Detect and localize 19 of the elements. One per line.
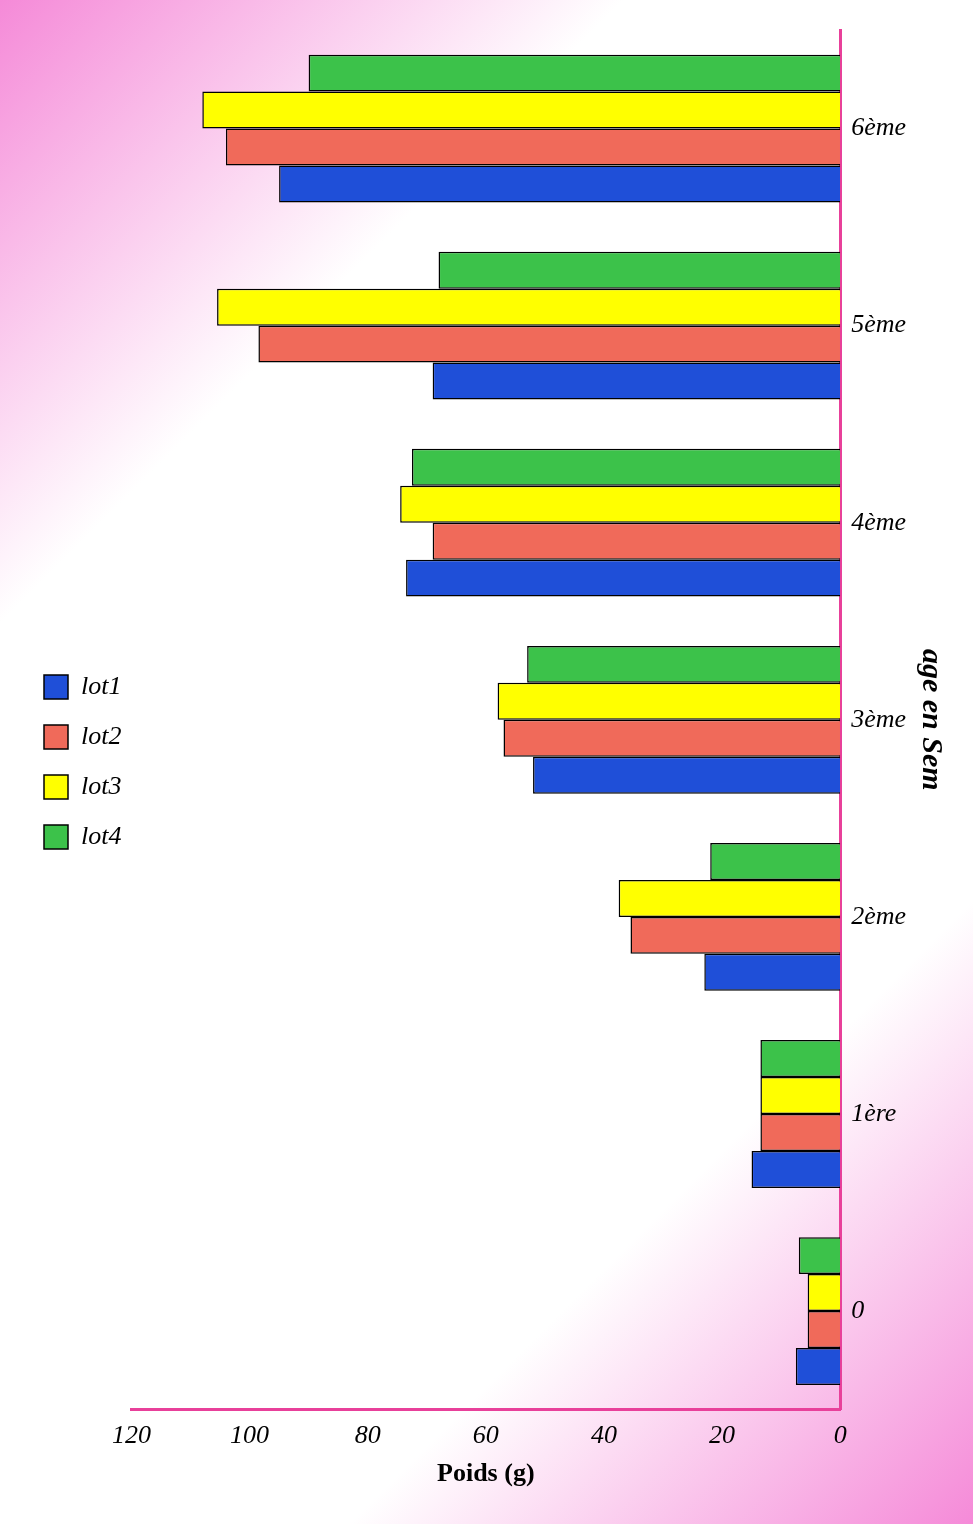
legend-label: lot2	[81, 720, 122, 750]
x-tick-label: 40	[590, 1420, 617, 1450]
y-tick-label: 5ème	[851, 309, 906, 339]
y-tick-label: 2ème	[851, 900, 906, 930]
x-tick-label: 20	[709, 1420, 736, 1450]
x-axis-title: Poids (g)	[437, 1458, 535, 1488]
y-tick-label: 3ème	[850, 703, 906, 733]
x-tick-label: 60	[472, 1420, 499, 1450]
y-tick-label: 1ère	[851, 1097, 897, 1127]
y-tick-label: 6ème	[851, 112, 906, 142]
x-tick-label: 100	[230, 1420, 270, 1450]
x-tick-label: 80	[354, 1420, 381, 1450]
legend-label: lot1	[81, 670, 122, 700]
legend-label: lot3	[81, 770, 122, 800]
x-tick-label: 120	[111, 1420, 151, 1450]
y-tick-label: 4ème	[851, 506, 906, 536]
y-axis-title: age en Sem	[917, 648, 951, 791]
legend-label: lot4	[81, 820, 122, 850]
y-tick-label: 0	[851, 1294, 865, 1324]
